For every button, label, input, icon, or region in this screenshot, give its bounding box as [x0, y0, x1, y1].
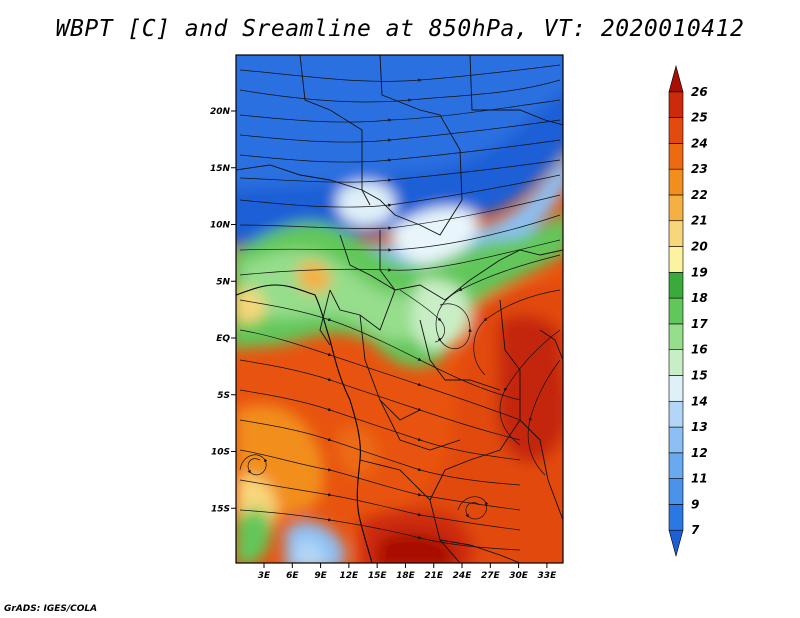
colorbar-segment — [668, 64, 684, 93]
lon-tick-label: 18E — [396, 571, 416, 581]
colorbar-segment — [668, 143, 684, 170]
colorbar-label: 20 — [691, 240, 708, 254]
grads-credit: GrADS: IGES/COLA — [4, 604, 98, 614]
lat-tick-label: 15N — [210, 164, 231, 174]
lat-tick-label: 5N — [216, 277, 230, 287]
lat-tick-label: 10N — [210, 221, 231, 231]
lon-tick-label: 27E — [481, 571, 501, 581]
lat-tick-label: 20N — [210, 107, 231, 117]
lat-tick-label: 15S — [211, 504, 230, 514]
colorbar-segment — [668, 529, 684, 558]
lat-tick-label: 5S — [217, 391, 230, 401]
lat-tick-label: EQ — [216, 334, 230, 344]
colorbar-segment — [668, 117, 684, 144]
lon-tick-label: 30E — [509, 571, 529, 581]
colorbar-label: 9 — [691, 497, 699, 511]
colorbar-segment — [668, 272, 684, 299]
colorbar-segment — [668, 504, 684, 531]
lon-tick-label: 33E — [538, 571, 558, 581]
colorbar-segment — [668, 478, 684, 505]
lon-tick-label: 24E — [453, 571, 473, 581]
colorbar-label: 25 — [691, 111, 708, 125]
colorbar-label: 18 — [691, 291, 708, 305]
colorbar-label: 13 — [691, 420, 708, 434]
colorbar: 7 9 11 12 13 14 15 16 17 18 19 20 21 22 23 24 25 26 — [668, 64, 708, 558]
longitude-axis: 3E 6E 9E 12E 15E 18E 21E 24E 27E 30E 33E — [258, 563, 557, 581]
colorbar-segment — [668, 220, 684, 247]
colorbar-label: 24 — [691, 136, 708, 150]
colorbar-segment — [668, 426, 684, 454]
colorbar-label: 22 — [691, 188, 708, 202]
lon-tick-label: 3E — [258, 571, 271, 581]
colorbar-segment — [668, 375, 684, 402]
lon-tick-label: 12E — [340, 571, 360, 581]
colorbar-segment — [668, 168, 684, 196]
colorbar-segment — [668, 400, 684, 428]
colorbar-label: 16 — [691, 343, 708, 357]
colorbar-segment — [668, 297, 684, 325]
map-title: WBPT [C] and Sreamline at 850hPa, VT: 20… — [55, 16, 745, 42]
colorbar-segment — [668, 349, 684, 376]
colorbar-label: 7 — [691, 523, 700, 537]
colorbar-segment — [668, 194, 684, 222]
lat-tick-label: 10S — [211, 448, 230, 458]
streamlines — [239, 64, 561, 551]
colorbar-label: 14 — [691, 394, 708, 408]
colorbar-label: 21 — [691, 214, 708, 228]
colorbar-label: 26 — [691, 85, 708, 99]
lon-tick-label: 21E — [424, 571, 444, 581]
map-frame — [235, 54, 564, 564]
colorbar-segment — [668, 452, 684, 479]
colorbar-label: 17 — [691, 317, 708, 331]
colorbar-segment — [668, 91, 684, 118]
colorbar-label: 12 — [691, 446, 708, 460]
colorbar-segment — [668, 246, 684, 273]
wbpt-field — [236, 55, 563, 563]
latitude-axis: 20N 15N 10N 5N EQ 5S 10S 15S — [210, 107, 236, 514]
colorbar-label: 11 — [691, 472, 708, 486]
colorbar-label: 15 — [691, 368, 708, 382]
lon-tick-label: 6E — [286, 571, 299, 581]
colorbar-label: 23 — [691, 162, 708, 176]
lon-tick-label: 9E — [314, 571, 327, 581]
colorbar-label: 19 — [691, 265, 708, 279]
colorbar-segment — [668, 323, 684, 350]
lon-tick-label: 15E — [368, 571, 388, 581]
